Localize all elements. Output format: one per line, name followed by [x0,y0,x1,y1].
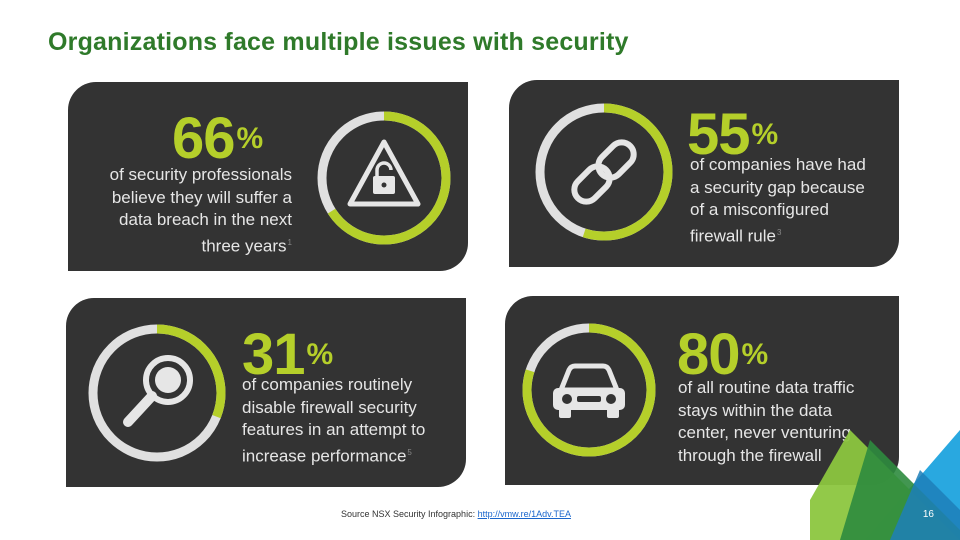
source-prefix: Source NSX Security Infographic: [341,509,478,519]
stat-tile-80: 80% of all routine data traffic stays wi… [505,296,899,485]
chain-link-icon [571,139,637,205]
slide-title: Organizations face multiple issues with … [48,28,629,56]
stat-tile-31: 31% of companies routinely disable firew… [66,298,466,487]
progress-ring [535,103,673,241]
stat-description: of security professionals believe they w… [109,165,292,256]
page-number: 16 [922,509,934,520]
stat-percent: 66% [172,106,263,171]
progress-ring [522,323,656,457]
progress-ring [317,111,451,245]
stat-percent: 55% [687,102,778,167]
stat-description: of companies routinely disable firewall … [242,375,426,466]
stat-percent: 31% [242,322,333,387]
stat-description: of all routine data traffic stays within… [678,378,855,465]
stat-description: of companies have had a security gap bec… [690,155,866,246]
magnifier-icon [123,355,193,427]
stat-percent: 80% [677,322,768,387]
source-link[interactable]: http://vmw.re/1Adv.TEA [477,509,571,519]
stat-tile-55: 55% of companies have had a security gap… [509,80,899,267]
corner-decoration [810,430,960,540]
car-icon [553,363,625,418]
warning-lock-icon [347,139,421,207]
progress-ring [88,324,226,462]
stat-tile-66: 66% of security professionals believe th… [68,82,468,271]
source-citation: Source NSX Security Infographic: http://… [341,509,571,519]
